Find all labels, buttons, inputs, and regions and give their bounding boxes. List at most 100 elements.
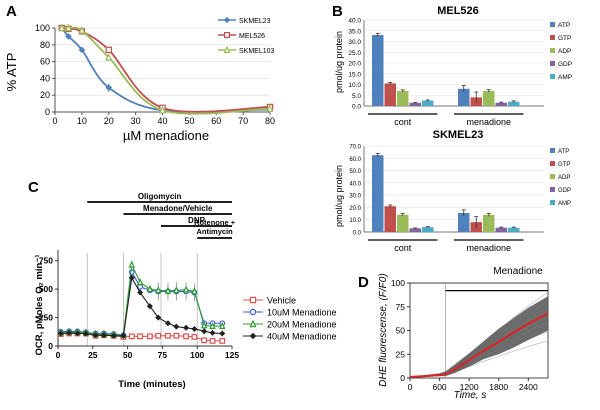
panel-b1-bar <box>483 90 495 106</box>
panel-b1-bar <box>422 100 434 106</box>
panel-b1-legend-label: ADP <box>558 48 571 55</box>
panel-b1-legend-swatch <box>550 74 555 79</box>
panel-a-point <box>64 23 72 32</box>
panel-c-point <box>164 286 172 294</box>
panel-b1-legend-swatch <box>550 61 555 66</box>
panel-b2-title: SKMEL23 <box>433 129 484 141</box>
panel-b1-bar <box>409 102 421 106</box>
panel-c-legend-marker <box>249 319 257 328</box>
panel-b2-ytick-label: 60.0 <box>349 157 361 163</box>
panel-d-mean-line <box>409 312 549 379</box>
panel-d-ytick-label: 75 <box>396 302 406 312</box>
panel-a-legend-label: SKMEL103 <box>239 48 275 55</box>
panel-c-legend-marker <box>249 296 257 304</box>
panel-b1-legend-swatch <box>550 22 555 27</box>
panel-c-point <box>92 332 99 339</box>
panel-b2-legend-swatch <box>550 174 555 179</box>
panel-d-xtick-label: 0 <box>408 382 413 392</box>
panel-c-point <box>201 328 208 335</box>
panel-c-point <box>136 278 144 286</box>
panel-a-point <box>266 104 274 112</box>
panel-b1-ytick-label: 25.0 <box>348 50 361 57</box>
panel-b1-group-label: cont <box>394 117 412 127</box>
panel-b1-ytick-label: 30.0 <box>348 39 361 46</box>
panel-c-injection-label: Antimycin <box>196 227 233 236</box>
panel-a-ytick-label: 100 <box>35 23 50 33</box>
panel-d-sd-band <box>410 296 548 378</box>
panel-b2-legend-swatch <box>550 161 555 166</box>
panel-c-point <box>209 329 216 336</box>
panel-c-point <box>155 314 162 321</box>
panel-a-xtick-label: 40 <box>157 116 167 126</box>
panel-c-injection-label: Rotenone + <box>194 218 236 227</box>
panel-c-point <box>173 332 180 339</box>
panel-c-point <box>219 337 226 344</box>
panel-a-legend-marker <box>223 16 231 24</box>
panel-c-point <box>219 330 226 337</box>
panel-c-ytick-label: 750 <box>39 256 53 266</box>
panel-c-ytick-label: 250 <box>39 313 53 323</box>
panel-c-point <box>82 330 89 337</box>
panel-c-point <box>191 325 198 332</box>
panel-a-point <box>105 84 113 91</box>
panel-b1-legend-label: AMP <box>558 74 572 81</box>
panel-c-ylabel: OCR, pMoles O₂ min⁻¹ <box>34 254 45 355</box>
panel-a-series-line <box>61 26 271 115</box>
panel-c-point <box>146 284 154 293</box>
panel-c-xlabel: Time (minutes) <box>118 379 185 390</box>
panel-b2-ytick-label: 0.0 <box>353 231 362 237</box>
panel-b2-legend-swatch <box>550 187 555 192</box>
panel-c-point <box>219 321 226 329</box>
panel-b1-ytick-label: 10.0 <box>348 82 361 89</box>
panel-d-ytick-label: 25 <box>396 349 406 359</box>
panel-c-xtick-label: 100 <box>190 350 204 360</box>
panel-c-series-line <box>60 262 223 336</box>
panel-c-injection-label: DNP <box>188 216 206 225</box>
panel-b2-legend-label: GTP <box>558 162 570 168</box>
panel-b1-bar <box>372 35 384 106</box>
panel-a-xtick-label: 10 <box>77 116 87 126</box>
panel-c-point <box>173 286 180 294</box>
panel-b1-ytick-label: 40.0 <box>348 18 361 25</box>
panel-c-point <box>146 303 153 310</box>
panel-a-xtick-label: 30 <box>131 116 141 126</box>
panel-c-point <box>128 274 135 281</box>
panel-c-point <box>120 332 127 339</box>
panel-b2-ytick-label: 20.0 <box>349 206 361 212</box>
panel-a-xlabel: µM menadione <box>123 128 209 143</box>
panel-b1-ytick-label: 5.0 <box>352 93 361 100</box>
panel-label-c: C <box>28 179 39 196</box>
panel-c-point <box>74 330 81 337</box>
panel-c-point <box>57 330 64 337</box>
panel-b2-legend-label: GDP <box>558 188 571 194</box>
panel-c-legend-label: Vehicle <box>267 296 296 306</box>
panel-b1-legend-swatch <box>550 48 555 53</box>
panel-a-xtick-label: 70 <box>238 116 248 126</box>
panel-c-legend-marker <box>249 332 257 340</box>
panel-d-xtick-label: 600 <box>432 382 446 392</box>
panel-b1-legend-label: ATP <box>558 22 570 29</box>
panel-d-ytick-label: 100 <box>391 278 405 288</box>
panel-b1-bar <box>458 88 470 106</box>
panel-c-point <box>183 333 189 340</box>
panel-b2-ytick-label: 10.0 <box>349 218 361 224</box>
panel-c-xtick-label: 75 <box>158 350 168 360</box>
panel-c-point <box>183 324 190 331</box>
panel-a-legend-label: SKMEL23 <box>239 18 271 25</box>
panel-a-point <box>105 52 113 61</box>
panel-c-point <box>209 321 216 329</box>
panel-a-ytick-label: 80 <box>40 40 50 50</box>
panel-b2-ytick-label: 70.0 <box>349 145 361 151</box>
panel-c-point <box>137 283 144 290</box>
panel-c-point <box>209 337 216 344</box>
panel-d-xlabel: Time, s <box>454 390 487 401</box>
panel-b1-legend-swatch <box>550 35 555 40</box>
panel-d-ytick-label: 0 <box>400 373 405 383</box>
panel-a-legend-marker <box>223 45 231 54</box>
panel-a-point <box>65 33 72 40</box>
panel-b1-title: MEL526 <box>437 5 479 17</box>
panel-c-point <box>164 320 171 327</box>
panel-c-point <box>200 321 208 329</box>
panel-label-b: B <box>332 3 343 20</box>
